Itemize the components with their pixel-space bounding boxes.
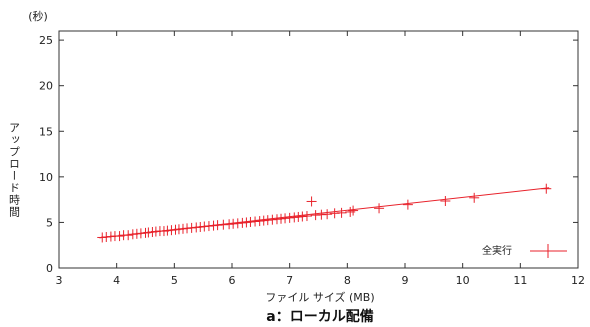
x-tick-label: 4 [113,274,120,287]
y-tick-label: 10 [39,171,53,184]
data-point [440,196,451,207]
data-point [541,183,552,194]
x-tick-label: 12 [571,274,585,287]
legend-label: 全実行 [482,244,512,257]
data-point [374,203,385,214]
x-tick-label: 10 [456,274,470,287]
y-tick-label: 20 [39,80,53,93]
figure-caption: a：ローカル配備 [266,308,373,325]
y-tick-label: 25 [39,34,53,47]
x-tick-label: 5 [171,274,178,287]
data-point [301,211,312,222]
y-tick-label: 0 [46,262,53,275]
x-tick-label: 9 [402,274,409,287]
x-tick-label: 7 [286,274,293,287]
y-tick-label: 15 [39,125,53,138]
data-point [114,231,125,242]
legend: 全実行 [482,244,567,258]
y-tick-label: 5 [46,216,53,229]
y-axis-label: アップロード時間 [8,122,21,218]
data-point [306,196,317,207]
plot-frame [58,30,579,269]
axis-ticks: 3 4 5 6 7 8 9 10 11 12 0 5 10 15 20 25 [39,31,585,287]
x-tick-label: 3 [56,274,63,287]
data-point [469,192,480,203]
data-point [348,205,359,216]
x-tick-label: 6 [229,274,236,287]
series-layer [97,183,552,243]
data-point [123,230,134,241]
x-tick-label: 8 [344,274,351,287]
data-point [402,199,413,210]
x-tick-label: 11 [513,274,527,287]
data-point [336,207,347,218]
data-point [322,209,333,220]
plot-area [58,30,579,269]
x-axis-label: ファイル サイズ (MB) [265,290,374,304]
data-point [345,206,356,217]
y-axis-unit: (秒) [28,9,48,23]
